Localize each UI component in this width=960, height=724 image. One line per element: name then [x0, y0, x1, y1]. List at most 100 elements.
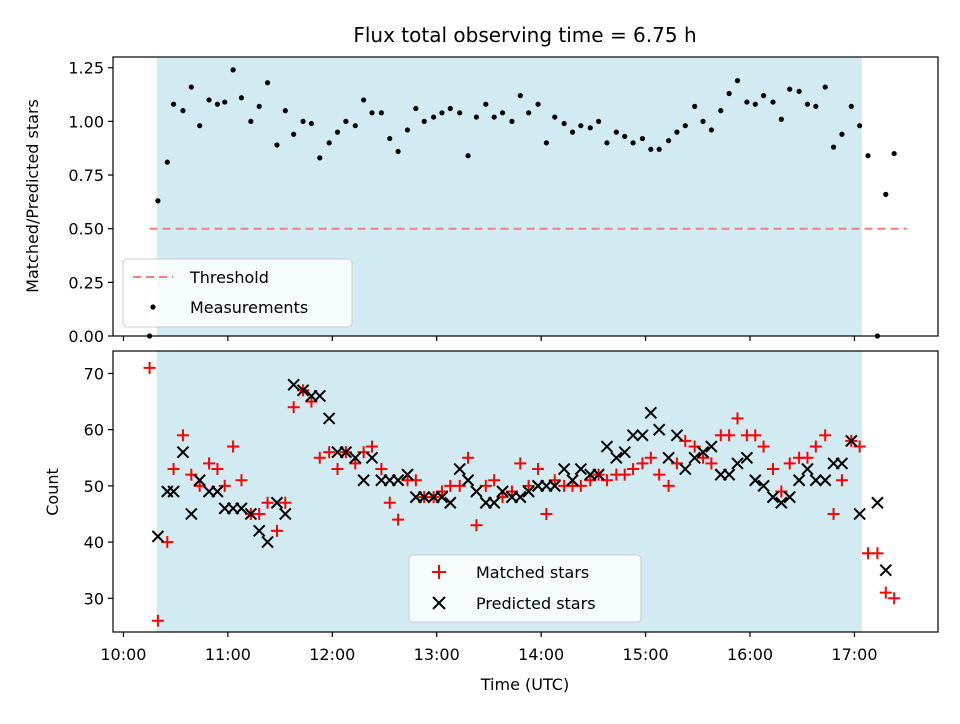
- predicted-star-point: [470, 485, 483, 498]
- predicted-star-point: [252, 524, 266, 538]
- matched-star-point: [540, 507, 553, 520]
- x-tick-label: 11:00: [205, 645, 251, 664]
- predicted-star-point: [176, 445, 190, 459]
- measurement-point: [839, 131, 845, 137]
- measurement-point: [865, 153, 871, 159]
- predicted-star-point: [261, 535, 274, 549]
- measurement-point: [491, 114, 497, 120]
- predicted-star-point: [610, 451, 623, 464]
- predicted-star-point: [792, 474, 806, 487]
- measurement-point: [682, 123, 688, 129]
- predicted-star-point: [557, 462, 571, 476]
- x-tick-label: 12:00: [309, 645, 355, 664]
- bottom-x-ticks: 10:00 11:00 12:00 13:00 14:00 15:00 16:00 17:00: [100, 632, 878, 664]
- matched-star-point: [151, 614, 164, 627]
- measurement-point: [830, 144, 837, 150]
- x-tick-label: 16:00: [727, 645, 773, 664]
- measurement-point: [248, 118, 254, 124]
- matched-star-point: [644, 451, 657, 464]
- predicted-star-point: [592, 468, 605, 481]
- bottom-y-tick-label: 30: [84, 589, 104, 608]
- measurement-point: [238, 95, 245, 101]
- matched-star-point: [375, 463, 388, 476]
- measurement-point: [421, 118, 427, 124]
- measurement-point: [726, 90, 732, 97]
- x-tick-label: 14:00: [518, 645, 564, 664]
- measurement-point: [822, 84, 828, 90]
- measurement-point: [857, 123, 863, 129]
- legend-threshold-label: Threshold: [189, 268, 269, 287]
- matched-star-point: [261, 496, 274, 509]
- matched-star-point: [143, 361, 156, 374]
- measurement-point: [431, 114, 437, 120]
- matched-star-point: [731, 412, 744, 425]
- matched-star-point: [662, 479, 675, 492]
- predicted-star-point: [444, 496, 457, 509]
- measurement-point: [848, 103, 854, 109]
- predicted-star-point: [401, 468, 414, 481]
- predicted-star-point: [809, 474, 823, 487]
- measurement-point: [334, 129, 341, 135]
- top-legend: Threshold Measurements: [122, 258, 353, 328]
- matched-star-point: [627, 463, 640, 476]
- measurement-point: [517, 93, 523, 99]
- measurement-point: [317, 155, 323, 161]
- predicted-star-point: [522, 485, 535, 498]
- bottom-legend-box: [408, 554, 642, 623]
- matched-star-point: [801, 451, 814, 464]
- bottom-y-ticks: 30 40 50 60 70: [84, 364, 113, 608]
- measurement-point: [578, 123, 584, 129]
- matched-star-point: [167, 463, 180, 476]
- predicted-star-point: [453, 462, 466, 476]
- predicted-star-point: [845, 434, 858, 448]
- measurement-point: [622, 133, 628, 140]
- predicted-star-point: [279, 507, 292, 521]
- measurement-point: [692, 103, 698, 109]
- measurement-point: [752, 101, 758, 107]
- matched-star-point: [331, 463, 344, 476]
- legend-predicted-swatch: [432, 596, 446, 610]
- measurement-point: [596, 118, 602, 124]
- measurement-point: [164, 159, 170, 165]
- predicted-star-point: [270, 496, 284, 509]
- matched-star-point: [783, 457, 796, 470]
- measurement-point: [188, 84, 194, 90]
- predicted-star-point: [670, 429, 684, 442]
- measurement-point: [387, 135, 393, 142]
- predicted-star-point: [688, 451, 701, 464]
- matched-star-point: [618, 468, 631, 481]
- measurement-point: [630, 140, 636, 146]
- measurement-point: [291, 131, 297, 137]
- measurement-point: [509, 118, 515, 124]
- predicted-star-point: [574, 462, 588, 476]
- predicted-star-point: [775, 496, 788, 509]
- top-y-tick-label: 0.75: [68, 166, 104, 185]
- measurement-point: [197, 123, 203, 129]
- predicted-star-point: [296, 384, 310, 397]
- measurement-point: [718, 108, 724, 114]
- measurement-point: [413, 105, 419, 112]
- x-tick-label: 13:00: [414, 645, 460, 664]
- measurement-point: [264, 80, 271, 86]
- matched-star-point: [462, 451, 475, 464]
- measurement-point: [891, 150, 897, 157]
- bottom-y-tick-label: 40: [84, 533, 104, 552]
- top-y-axis-label: Matched/Predicted stars: [23, 99, 42, 293]
- predicted-star-point: [644, 406, 658, 420]
- predicted-star-point: [322, 412, 336, 425]
- predicted-star-point: [705, 440, 718, 453]
- measurement-point: [656, 146, 662, 152]
- bottom-y-tick-label: 70: [84, 364, 104, 383]
- predicted-star-point: [722, 468, 736, 481]
- x-tick-label: 17:00: [831, 645, 877, 664]
- matched-star-point: [827, 507, 840, 520]
- predicted-star-point: [313, 389, 326, 403]
- matched-star-point: [723, 429, 736, 442]
- legend-matched-label: Matched stars: [476, 563, 589, 582]
- measurement-point: [395, 148, 401, 155]
- measurement-point: [648, 146, 654, 152]
- predicted-star-point: [435, 490, 449, 504]
- matched-star-point: [488, 474, 501, 487]
- legend-measurements-swatch: [150, 304, 156, 310]
- measurement-point: [587, 125, 593, 131]
